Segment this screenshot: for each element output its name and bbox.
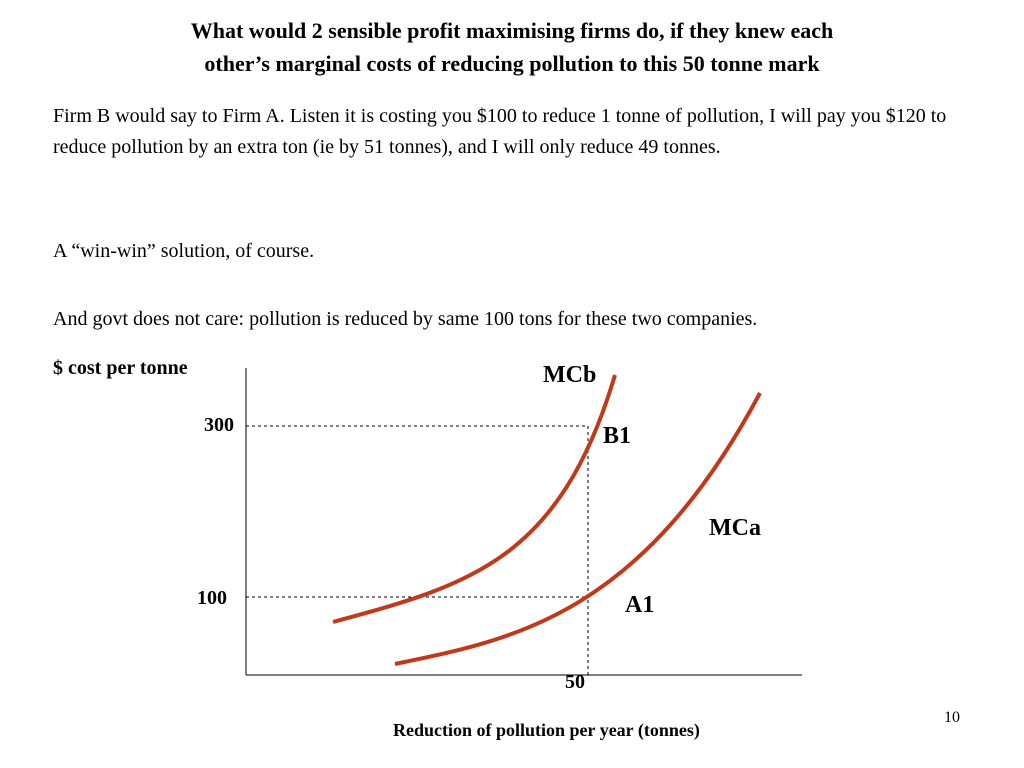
slide-title: What would 2 sensible profit maximising … <box>40 14 984 80</box>
x-tick-50: 50 <box>565 671 585 693</box>
y-axis-label: $ cost per tonne <box>53 357 188 379</box>
mca-curve <box>394 392 762 666</box>
x-axis-label: Reduction of pollution per year (tonnes) <box>393 720 700 740</box>
point-b1-label: B1 <box>603 423 632 449</box>
title-line-1: What would 2 sensible profit maximising … <box>190 18 834 43</box>
explanation-paragraph: Firm B would say to Firm A. Listen it is… <box>53 105 947 158</box>
page-number: 10 <box>944 709 960 726</box>
win-win-paragraph: A “win-win” solution, of course. <box>53 240 315 262</box>
title-line-2: other’s marginal costs of reducing pollu… <box>204 51 820 76</box>
govt-paragraph: And govt does not care: pollution is red… <box>53 308 758 330</box>
mcb-label: MCb <box>543 362 597 388</box>
mcb-curve <box>332 374 617 624</box>
y-tick-100: 100 <box>197 587 227 609</box>
mca-label: MCa <box>709 515 761 541</box>
y-tick-300: 300 <box>204 414 234 436</box>
point-a1-label: A1 <box>625 592 655 618</box>
